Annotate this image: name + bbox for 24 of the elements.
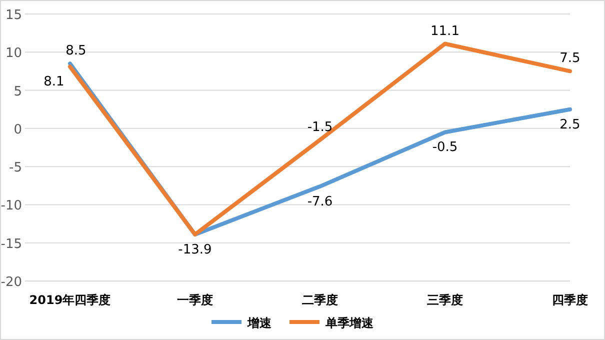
x-tick-label: 2019年四季度 [29, 293, 111, 307]
y-tick-label: 5 [14, 84, 22, 100]
data-label: -13.9 [178, 242, 212, 258]
x-tick-label: 三季度 [427, 293, 463, 307]
x-tick-label: 二季度 [302, 293, 338, 307]
data-label: -0.5 [432, 140, 458, 156]
data-label: -7.6 [307, 194, 333, 210]
y-tick-label: -15 [0, 236, 22, 252]
data-label: -1.5 [307, 120, 333, 135]
x-tick-label: 四季度 [552, 293, 588, 307]
y-tick-label: -10 [0, 198, 22, 214]
y-tick-label: 10 [5, 46, 22, 62]
y-tick-label: -5 [9, 160, 22, 176]
y-tick-label: 0 [14, 122, 22, 138]
data-label: 8.1 [44, 74, 64, 90]
data-label: 11.1 [430, 24, 460, 39]
data-label: 2.5 [560, 117, 580, 132]
y-tick-label: 15 [5, 8, 22, 23]
y-tick-label: -20 [0, 275, 22, 290]
legend-label: 单季增速 [324, 316, 374, 330]
legend-label: 增速 [246, 316, 272, 330]
x-tick-label: 一季度 [177, 293, 213, 307]
data-label: 8.5 [66, 44, 86, 59]
data-label: 7.5 [560, 51, 580, 66]
